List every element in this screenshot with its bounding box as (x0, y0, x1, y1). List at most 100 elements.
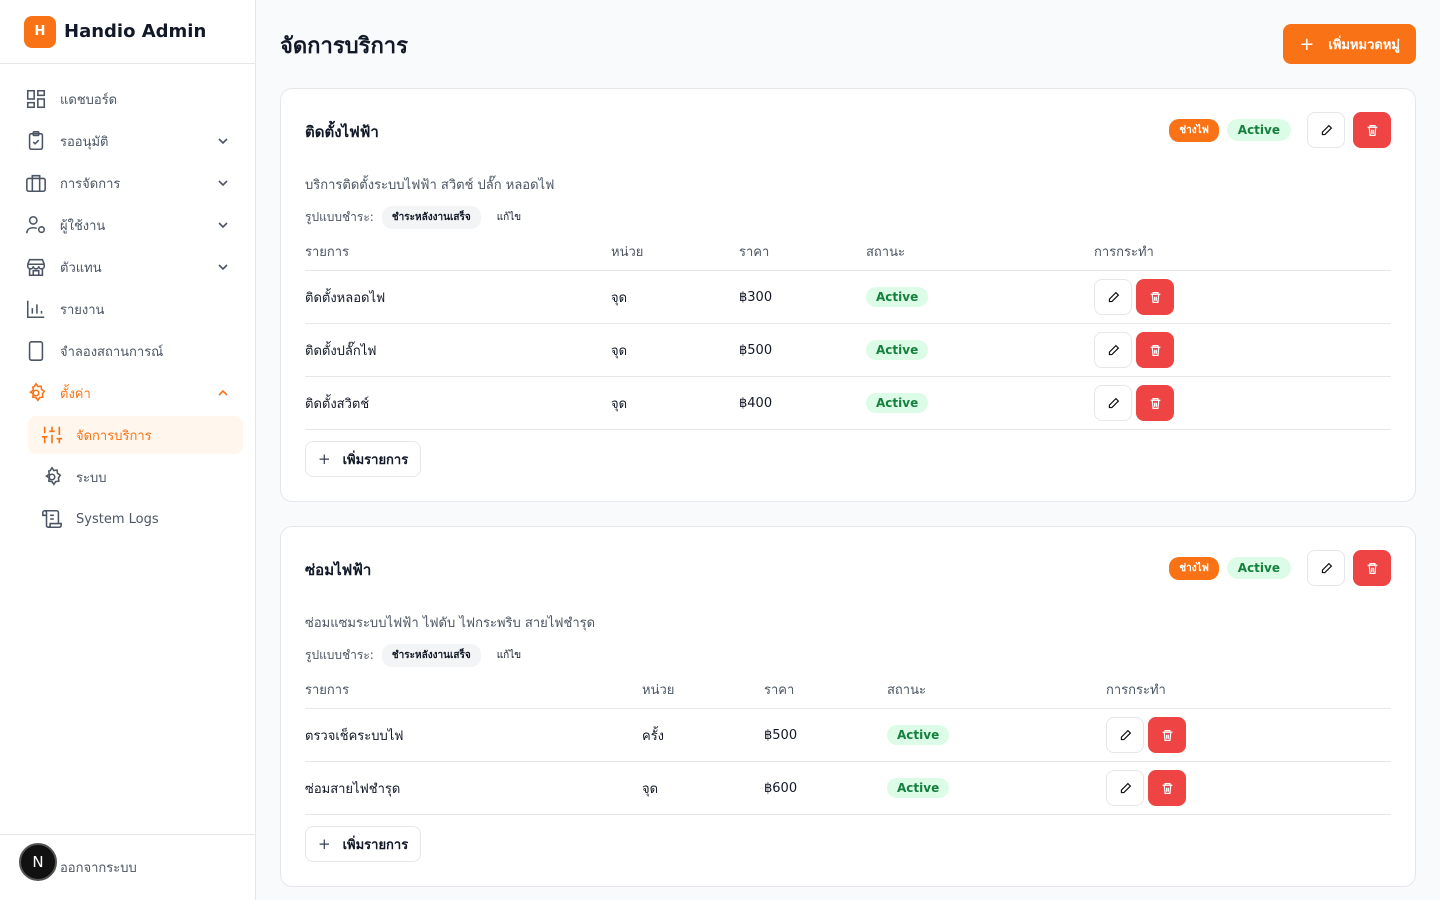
row-actions (1094, 279, 1178, 315)
delete-item-button[interactable] (1136, 332, 1174, 368)
row-actions (1106, 717, 1190, 753)
sidebar-item-label: แดชบอร์ด (60, 92, 118, 108)
dashboard-icon (24, 87, 48, 111)
col-item: รายการ (305, 683, 350, 698)
item-name: ติดตั้งหลอดไฟ (305, 290, 386, 306)
plus-icon: + (1299, 33, 1315, 55)
items-table: รายการ หน่วย ราคา สถานะ การกระทำ ติดตั้ง… (305, 233, 1391, 430)
category-card: ติดตั้งไฟฟ้า ช่างไฟ Active บริการติดตั้ง… (280, 88, 1416, 502)
pencil-icon (1108, 344, 1119, 355)
delete-category-button[interactable] (1353, 112, 1391, 148)
category-title: ติดตั้งไฟฟ้า (305, 123, 379, 141)
gear-icon (24, 381, 48, 405)
sidebar-item-dashboard[interactable]: แดชบอร์ด (0, 78, 255, 120)
sidebar-item-agents[interactable]: ตัวแทน (0, 246, 255, 288)
sidebar-item-label: รายงาน (60, 302, 105, 318)
brand: H Handio Admin (0, 0, 255, 64)
edit-item-button[interactable] (1094, 332, 1132, 368)
edit-item-button[interactable] (1094, 279, 1132, 315)
item-price: ฿500 (739, 342, 773, 358)
gear-icon (40, 465, 64, 489)
add-category-button[interactable]: + เพิ่มหมวดหมู่ (1283, 24, 1416, 64)
next-badge[interactable]: N (19, 843, 57, 881)
trash-icon (1150, 344, 1160, 356)
row-actions (1106, 770, 1190, 806)
delete-item-button[interactable] (1148, 717, 1186, 753)
add-item-button[interactable]: + เพิ่มรายการ (305, 441, 422, 477)
pencil-icon (1120, 729, 1131, 740)
item-unit: ครั้ง (642, 728, 665, 744)
sidebar-item-simulation[interactable]: จำลองสถานการณ์ (0, 330, 255, 372)
payment-label: รูปแบบชำระ: (305, 648, 374, 662)
delete-item-button[interactable] (1136, 279, 1174, 315)
sidebar-item-label: จำลองสถานการณ์ (60, 344, 164, 360)
col-price: ราคา (764, 683, 795, 698)
chevron-down-icon (218, 180, 228, 187)
category-tag: ช่างไฟ (1169, 556, 1219, 580)
item-name: ตรวจเช็คระบบไฟ (305, 728, 404, 744)
sidebar-subitem-system[interactable]: ระบบ (0, 456, 255, 498)
status-badge: Active (866, 287, 929, 307)
col-actions: การกระทำ (1094, 245, 1154, 260)
sidebar-item-settings[interactable]: ตั้งค่า (0, 372, 255, 414)
sidebar-item-pending[interactable]: รออนุมัติ (0, 120, 255, 162)
status-badge: Active (1226, 119, 1291, 141)
edit-category-button[interactable] (1307, 112, 1345, 148)
add-category-label: เพิ่มหมวดหมู่ (1328, 37, 1400, 53)
items-table: รายการ หน่วย ราคา สถานะ การกระทำ ตรวจเช็… (305, 671, 1391, 815)
sidebar-subitem-services[interactable]: จัดการบริการ (0, 414, 255, 456)
brand-logo: H (24, 15, 56, 48)
category-tag: ช่างไฟ (1169, 118, 1219, 142)
sidebar-subitem-logs[interactable]: System Logs (0, 498, 255, 540)
sidebar: H Handio Admin แดชบอร์ด รออนุมัติ การจัด… (0, 0, 256, 900)
item-price: ฿500 (764, 727, 798, 743)
plus-icon: + (318, 450, 331, 468)
pencil-icon (1108, 397, 1119, 408)
add-item-button[interactable]: + เพิ่มรายการ (305, 826, 422, 862)
sidebar-item-label: การจัดการ (60, 176, 121, 192)
payment-label: รูปแบบชำระ: (305, 210, 374, 224)
category-description: บริการติดตั้งระบบไฟฟ้า สวิตช์ ปลั๊ก หลอด… (305, 178, 555, 193)
payment-edit-link[interactable]: แก้ไข (496, 212, 522, 223)
chevron-down-icon (218, 264, 228, 271)
item-price: ฿600 (764, 780, 798, 796)
edit-item-button[interactable] (1106, 717, 1144, 753)
scroll-icon (40, 507, 64, 531)
payment-edit-link[interactable]: แก้ไข (496, 650, 522, 661)
table-row: ตรวจเช็คระบบไฟ ครั้ง ฿500 Active (305, 709, 1391, 762)
trash-icon (1162, 729, 1172, 741)
category-description: ซ่อมแซมระบบไฟฟ้า ไฟดับ ไฟกระพริบ สายไฟชำ… (305, 616, 596, 631)
col-item: รายการ (305, 245, 350, 260)
trash-icon (1367, 562, 1377, 574)
table-row: ติดตั้งปลั๊กไฟ จุด ฿500 Active (305, 324, 1391, 377)
item-unit: จุด (611, 290, 628, 306)
logout-button[interactable]: N ออกจากระบบ (0, 834, 255, 900)
status-badge: Active (887, 778, 950, 798)
row-actions (1094, 332, 1178, 368)
pencil-icon (1120, 782, 1131, 793)
delete-category-button[interactable] (1353, 550, 1391, 586)
col-actions: การกระทำ (1106, 683, 1166, 698)
delete-item-button[interactable] (1148, 770, 1186, 806)
pencil-icon (1108, 291, 1119, 302)
category-title: ซ่อมไฟฟ้า (305, 561, 372, 579)
sidebar-item-users[interactable]: ผู้ใช้งาน (0, 204, 255, 246)
item-unit: จุด (611, 343, 628, 359)
pencil-icon (1321, 124, 1332, 135)
sidebar-item-reports[interactable]: รายงาน (0, 288, 255, 330)
status-badge: Active (866, 340, 929, 360)
sidebar-item-management[interactable]: การจัดการ (0, 162, 255, 204)
tablet-icon (24, 339, 48, 363)
item-price: ฿300 (739, 289, 773, 305)
edit-item-button[interactable] (1094, 385, 1132, 421)
col-status: สถานะ (887, 683, 926, 698)
payment-value: ชำระหลังงานเสร็จ (381, 206, 481, 229)
edit-category-button[interactable] (1307, 550, 1345, 586)
main-content: จัดการบริการ + เพิ่มหมวดหมู่ ติดตั้งไฟฟ้… (256, 0, 1440, 900)
delete-item-button[interactable] (1136, 385, 1174, 421)
table-row: ซ่อมสายไฟชำรุด จุด ฿600 Active (305, 762, 1391, 815)
item-unit: จุด (642, 781, 659, 797)
trash-icon (1150, 291, 1160, 303)
sidebar-item-label: ผู้ใช้งาน (60, 218, 106, 234)
edit-item-button[interactable] (1106, 770, 1144, 806)
